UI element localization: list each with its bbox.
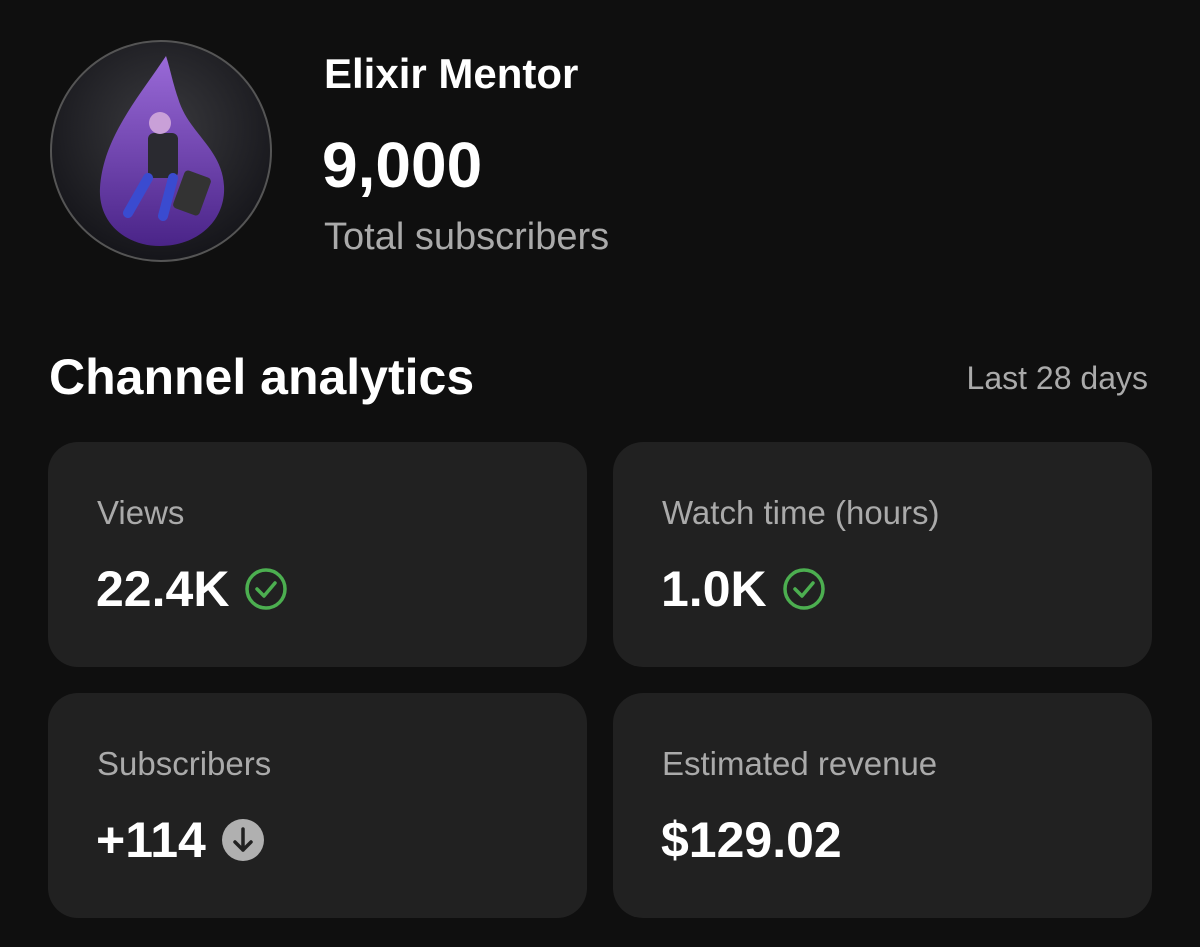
period-label[interactable]: Last 28 days xyxy=(966,360,1148,396)
subscriber-count: 9,000 xyxy=(322,129,483,201)
channel-name: Elixir Mentor xyxy=(324,50,579,97)
metric-label: Views xyxy=(97,494,185,531)
channel-avatar[interactable] xyxy=(48,38,274,264)
subscriber-label: Total subscribers xyxy=(324,216,610,258)
metric-label: Estimated revenue xyxy=(662,745,938,782)
section-title: Channel analytics xyxy=(49,349,475,405)
metric-card[interactable]: Views 22.4K xyxy=(48,442,587,667)
down-icon xyxy=(221,819,264,861)
metric-row: 1.0K xyxy=(661,560,827,618)
metric-label: Watch time (hours) xyxy=(662,494,940,531)
metric-value: $129.02 xyxy=(661,812,842,868)
check-icon xyxy=(782,568,825,610)
metric-label: Subscribers xyxy=(97,745,272,782)
metric-value: 1.0K xyxy=(661,561,767,617)
metric-card[interactable]: Watch time (hours) 1.0K xyxy=(613,442,1152,667)
metric-row: $129.02 xyxy=(661,811,842,869)
metric-card[interactable]: Estimated revenue $129.02 xyxy=(613,693,1152,918)
metric-value: +114 xyxy=(96,812,206,868)
metric-row: 22.4K xyxy=(96,560,289,618)
metric-card[interactable]: Subscribers +114 xyxy=(48,693,587,918)
metric-row: +114 xyxy=(96,811,266,869)
check-icon xyxy=(245,568,288,610)
metric-value: 22.4K xyxy=(96,561,230,617)
